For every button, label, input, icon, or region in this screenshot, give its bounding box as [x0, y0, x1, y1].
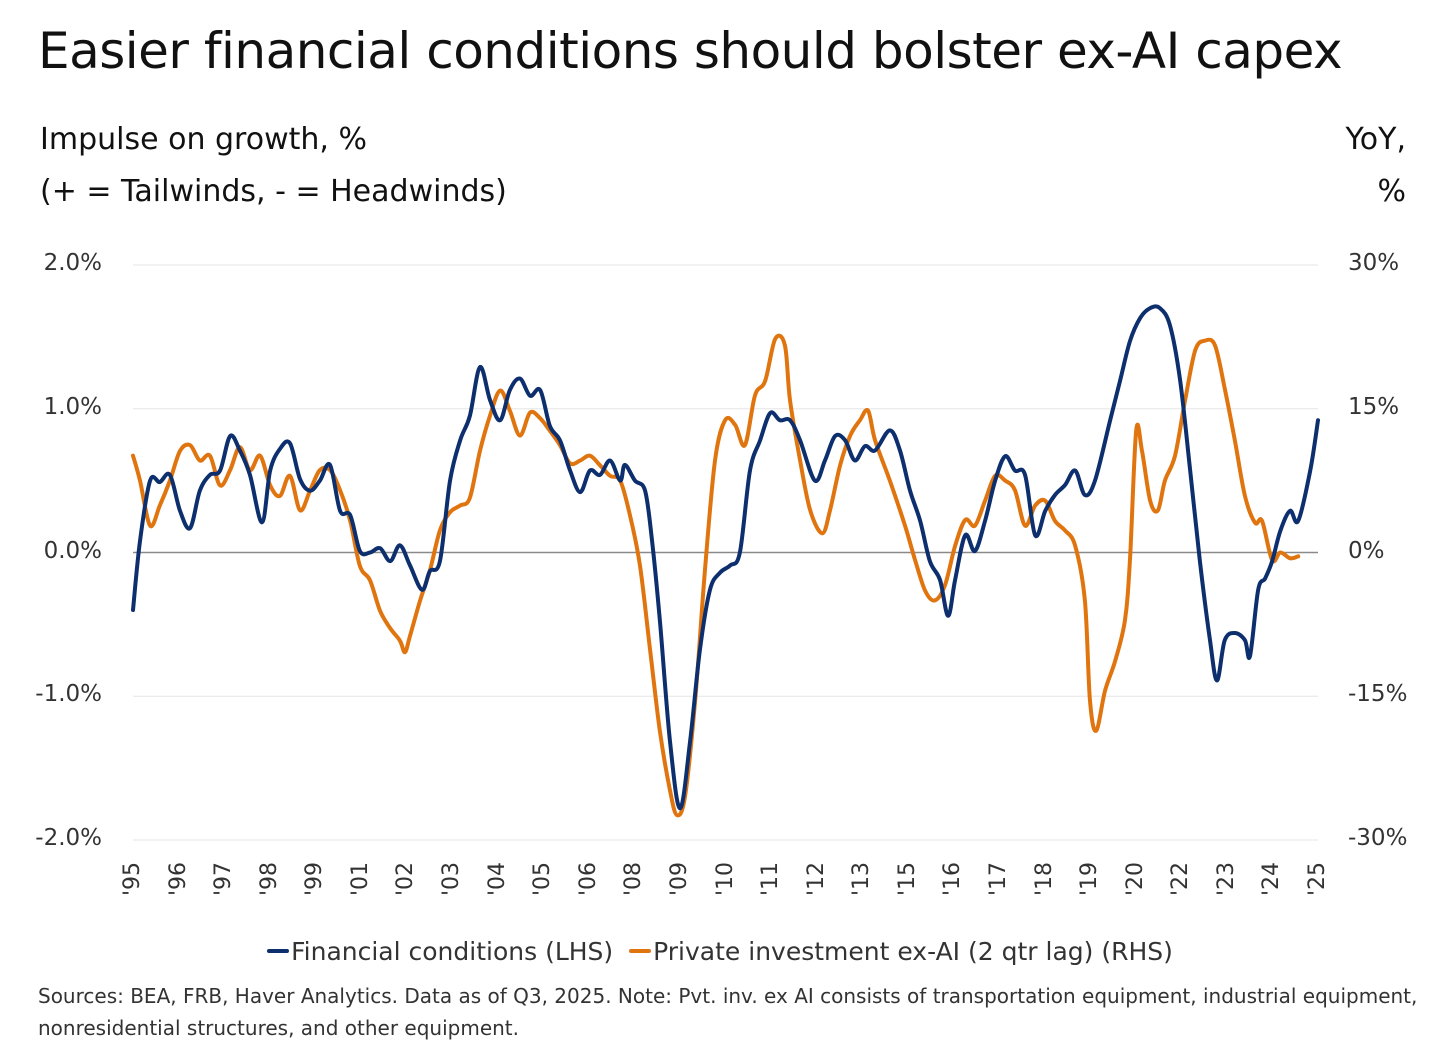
x-tick-label: '18 — [1031, 861, 1057, 896]
x-tick-label: '08 — [621, 861, 647, 896]
legend-label: Financial conditions (LHS) — [291, 936, 614, 966]
x-tick-label: '25 — [1305, 861, 1330, 896]
legend-item-private-investment: Private investment ex-AI (2 qtr lag) (RH… — [629, 937, 1173, 966]
series-line-private-investment — [131, 333, 1301, 818]
x-tick-label: '01 — [347, 861, 373, 896]
x-tick-label: '03 — [439, 861, 465, 896]
legend-item-financial-conditions: Financial conditions (LHS) — [267, 937, 613, 966]
x-tick-label: '23 — [1213, 861, 1239, 896]
y-left-tick-label: -1.0% — [35, 681, 102, 708]
x-tick-label: '15 — [894, 861, 920, 896]
y-right-tick-label: 30% — [1348, 250, 1400, 276]
left-axis-title-line1: Impulse on growth, % — [40, 122, 367, 157]
x-tick-label: '06 — [575, 861, 601, 896]
x-tick-label: '05 — [530, 861, 556, 896]
left-axis-title-line2: (+ = Tailwinds, - = Headwinds) — [40, 174, 507, 209]
x-tick-label: '12 — [803, 861, 829, 896]
y-right-tick-label: -15% — [1348, 681, 1408, 708]
y-right-tick-label: 0% — [1348, 537, 1385, 564]
x-tick-label: '16 — [940, 861, 966, 896]
y-left-tick-label: 0.0% — [43, 537, 102, 564]
x-tick-label: '19 — [1077, 861, 1103, 896]
right-axis-title-line2: % — [1377, 174, 1406, 209]
y-left-tick-label: 2.0% — [43, 250, 102, 276]
x-tick-label: '24 — [1259, 861, 1285, 896]
y-right-tick-label: 15% — [1348, 393, 1400, 420]
x-tick-label: '96 — [165, 861, 191, 896]
x-tick-label: '99 — [302, 861, 328, 896]
y-left-tick-label: -2.0% — [35, 825, 102, 851]
x-tick-label: '95 — [120, 861, 145, 896]
x-tick-label: '13 — [849, 861, 875, 896]
x-tick-label: '11 — [758, 861, 784, 896]
y-left-tick-label: 1.0% — [43, 393, 102, 420]
chart-title: Easier financial conditions should bolst… — [38, 22, 1343, 80]
legend: Financial conditions (LHS) Private inves… — [0, 930, 1440, 966]
legend-label: Private investment ex-AI (2 qtr lag) (RH… — [653, 936, 1173, 966]
sources-note: Sources: BEA, FRB, Haver Analytics. Data… — [38, 980, 1418, 1044]
x-tick-label: '22 — [1168, 861, 1194, 896]
series-line-financial-conditions — [131, 304, 1320, 811]
x-tick-label: '02 — [393, 861, 419, 896]
x-tick-label: '20 — [1122, 861, 1148, 896]
x-tick-label: '04 — [484, 861, 510, 896]
x-tick-label: '09 — [666, 861, 692, 896]
x-tick-label: '97 — [211, 861, 237, 896]
sources-line1: Sources: BEA, FRB, Haver Analytics. Data… — [38, 984, 1418, 1008]
right-axis-title-line1: YoY, — [1345, 122, 1406, 157]
legend-swatch-orange — [629, 949, 652, 953]
sources-line2: nonresidential structures, and other equ… — [38, 1016, 520, 1040]
y-right-tick-label: -30% — [1348, 825, 1408, 851]
x-tick-label: '17 — [985, 861, 1011, 896]
legend-swatch-navy — [267, 949, 290, 953]
x-tick-label: '98 — [256, 861, 282, 896]
x-tick-label: '10 — [712, 861, 738, 896]
